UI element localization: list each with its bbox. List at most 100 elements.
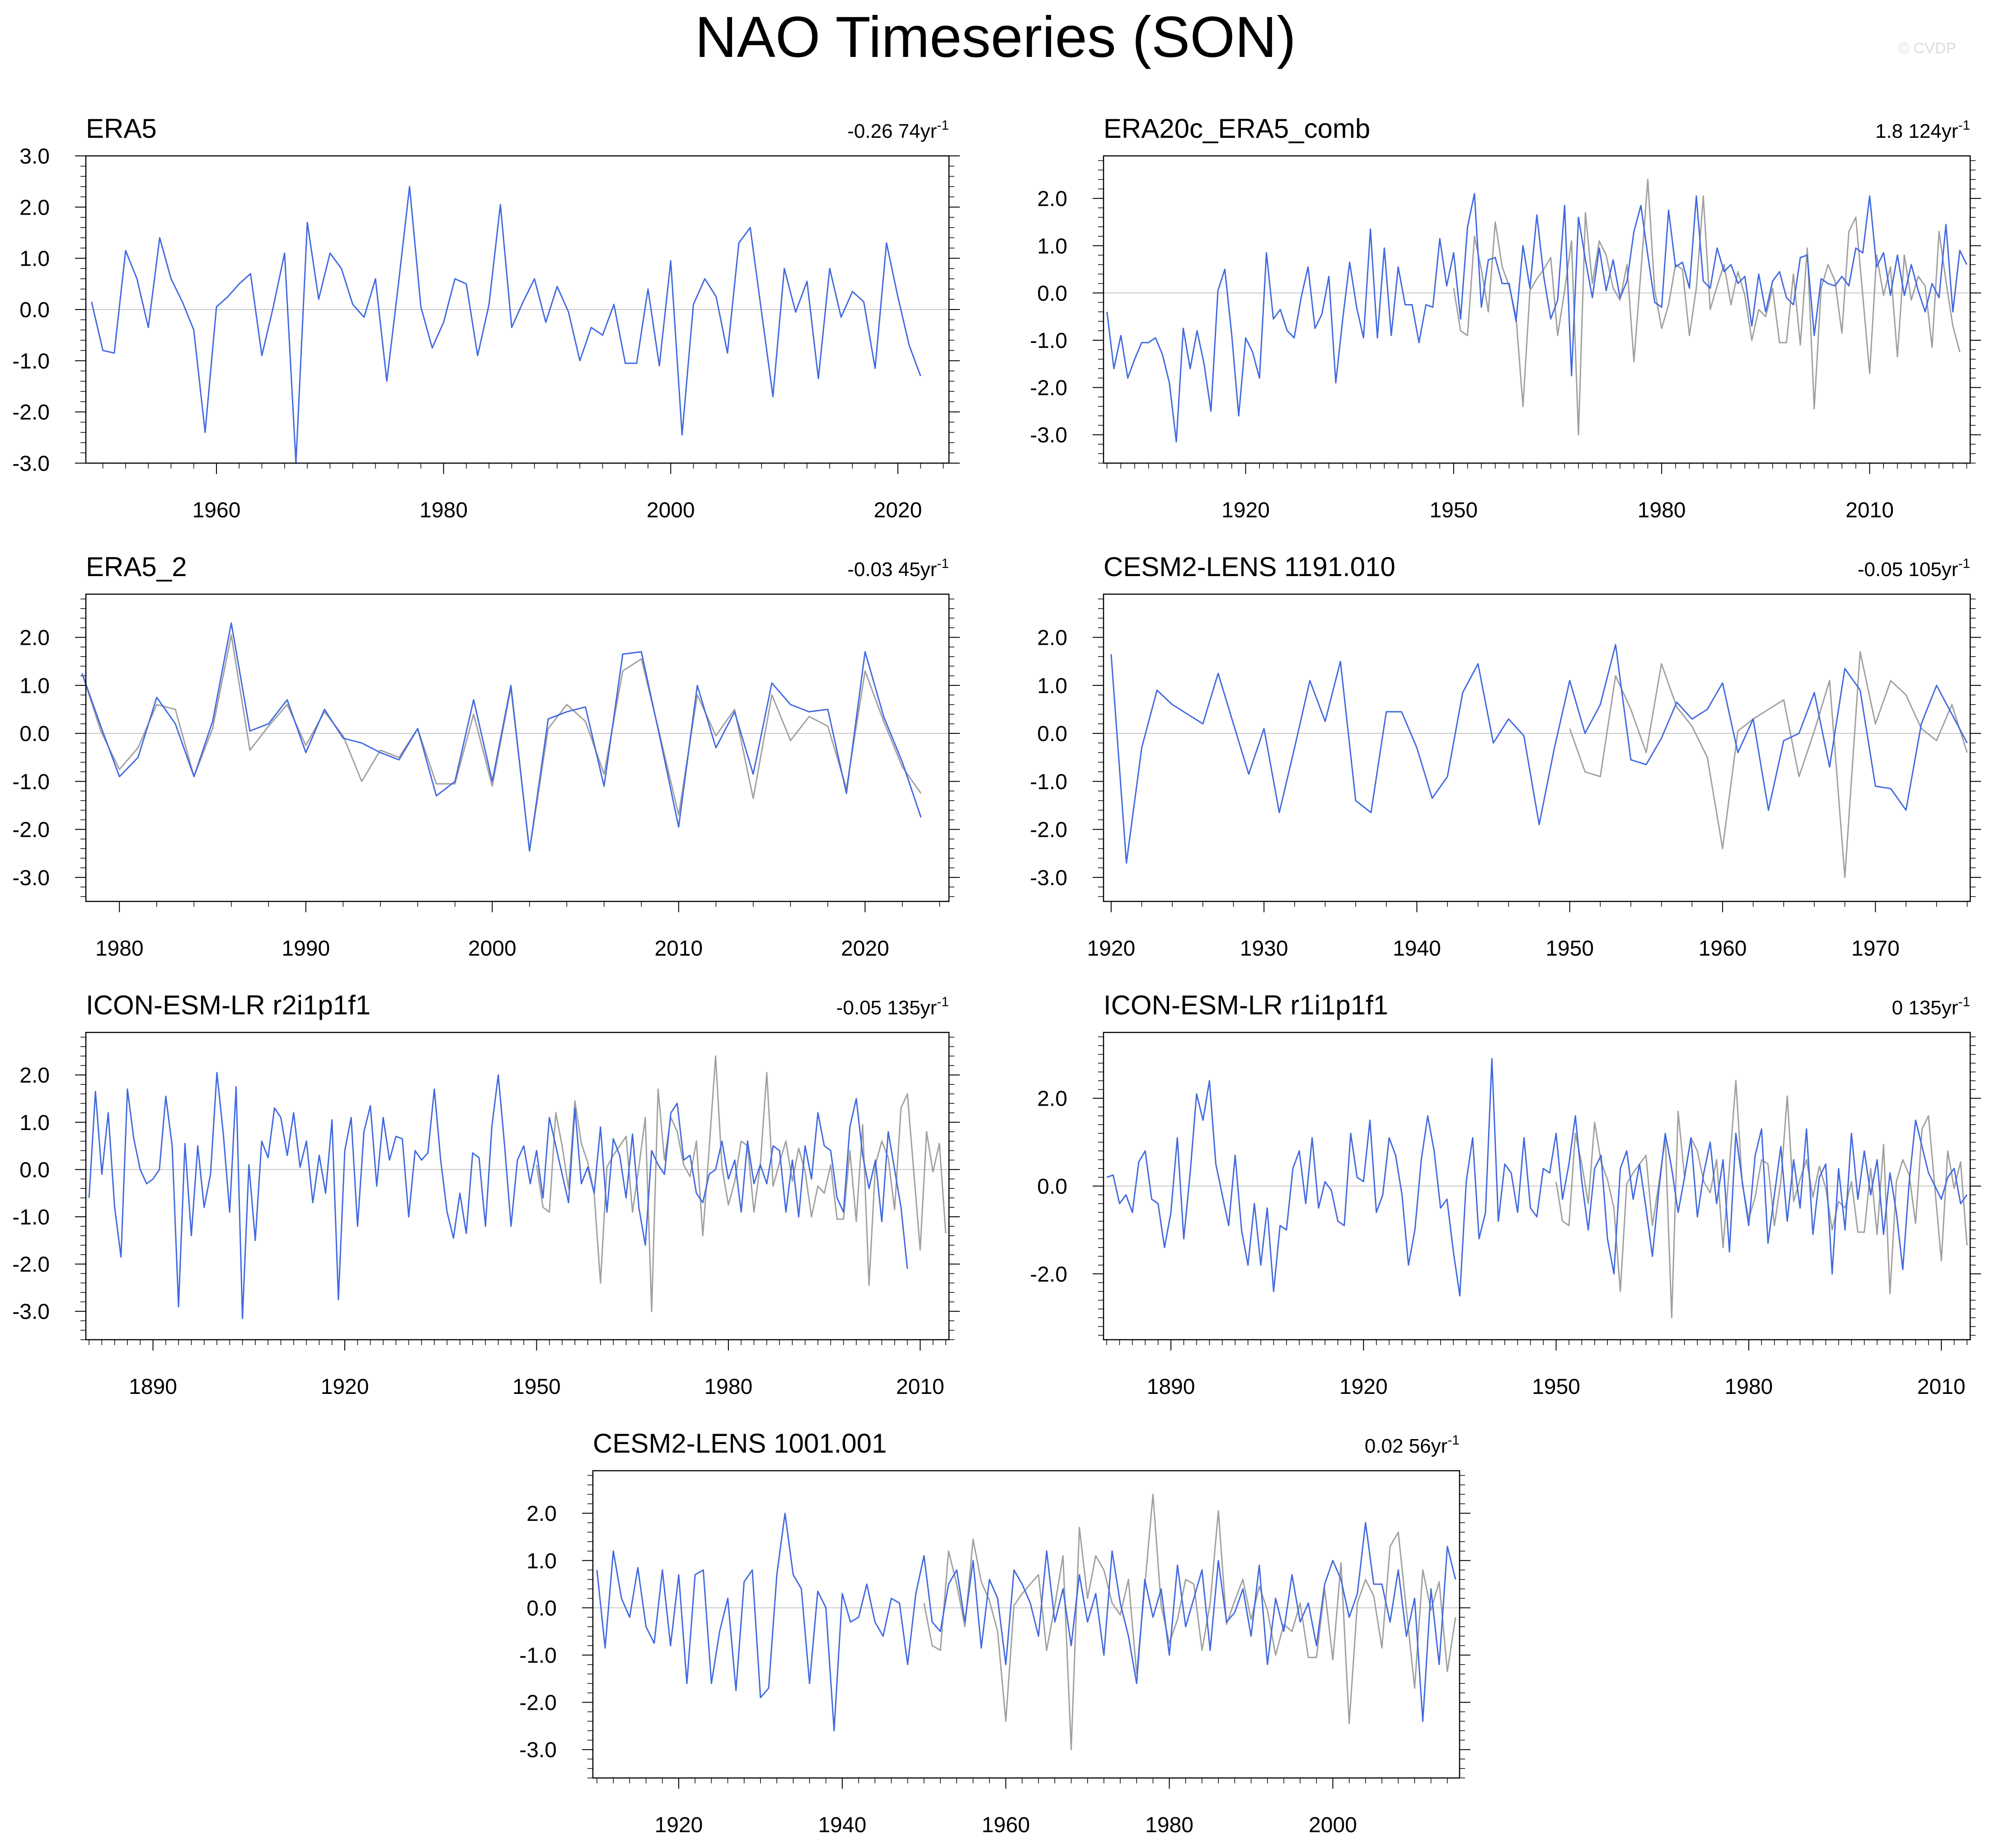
x-tick-label: 2000 (647, 498, 695, 522)
x-tick-label: 1980 (1145, 1813, 1193, 1837)
trend-label: 1.8 124yr-1 (1875, 118, 1970, 142)
y-tick-label: -2.0 (1030, 1262, 1067, 1286)
y-tick-label: -1.0 (12, 349, 50, 373)
plot-frame (1103, 593, 1971, 902)
y-tick-label: 1.0 (526, 1549, 557, 1573)
y-tick-label: 0.0 (1037, 1175, 1067, 1199)
x-tick-label: 2010 (1917, 1375, 1966, 1399)
chart-svg: CESM2-LENS 1191.010 -0.05 105yr-1 2.0 1.0 0.… (1030, 552, 1981, 961)
x-tick-label: 1930 (1240, 937, 1288, 961)
chart-svg: ERA5 -0.26 74yr-1 3.0 2.0 1.0 0.0 -1.0 -2.0 -3.0… (12, 113, 960, 522)
panel-title: ICON-ESM-LR r1i1p1f1 (1104, 990, 1388, 1020)
x-tick-label: 1980 (704, 1375, 752, 1399)
y-tick-label: -3.0 (1030, 423, 1067, 447)
y-tick-label: 0.0 (19, 722, 50, 746)
series-line-primary (1106, 1058, 1968, 1297)
series-line-primary (1110, 644, 1968, 864)
x-tick-label: 1960 (193, 498, 241, 522)
y-tick-label: 2.0 (19, 1064, 50, 1088)
x-tick-label: 1960 (981, 1813, 1030, 1837)
x-tick-label: 1920 (1221, 498, 1270, 522)
y-tick-label: 0.0 (1037, 281, 1067, 305)
series-line-primary (88, 1072, 908, 1319)
y-tick-label: -1.0 (1030, 329, 1067, 353)
panel-title: CESM2-LENS 1191.010 (1104, 552, 1395, 582)
series-line-secondary (81, 634, 922, 852)
series-line-secondary (1569, 651, 1968, 878)
y-tick-label: -2.0 (1030, 376, 1067, 400)
plot-frame (1103, 1032, 1971, 1341)
y-tick-label: -3.0 (12, 866, 50, 890)
y-tick-label: 1.0 (19, 674, 50, 698)
plot-frame (1103, 155, 1971, 464)
y-tick-label: 2.0 (1037, 1087, 1067, 1111)
panel-title: ERA5_2 (86, 552, 187, 582)
trend-label: -0.05 135yr-1 (836, 994, 949, 1019)
y-tick-label: -1.0 (519, 1644, 557, 1668)
y-tick-label: 0.0 (526, 1596, 557, 1620)
y-tick-label: 1.0 (19, 1111, 50, 1135)
x-tick-label: 1950 (1545, 937, 1594, 961)
panel-cesm2-lens-1001: CESM2-LENS 1001.001 0.02 56yr-1 2.0 1.0 0.0 -… (502, 1414, 1505, 1839)
chart-svg: ERA5_2 -0.03 45yr-1 2.0 1.0 0.0 -1.0 -2.0 -3.0 1… (12, 552, 960, 961)
watermark: © CVDP (1898, 40, 1956, 57)
y-tick-label: 1.0 (19, 247, 50, 271)
y-tick-label: 2.0 (19, 626, 50, 650)
x-tick-label: 1890 (1147, 1375, 1195, 1399)
panel-era5-2: ERA5_2 -0.03 45yr-1 2.0 1.0 0.0 -1.0 -2.0 -3.0 1… (0, 538, 994, 962)
y-tick-label: -3.0 (519, 1738, 557, 1762)
panel-title: ERA20c_ERA5_comb (1104, 113, 1370, 144)
x-tick-label: 1960 (1699, 937, 1747, 961)
y-tick-label: 2.0 (1037, 626, 1067, 650)
x-tick-label: 1940 (818, 1813, 866, 1837)
chart-svg: CESM2-LENS 1001.001 0.02 56yr-1 2.0 1.0 0.0 -… (519, 1428, 1470, 1837)
x-tick-label: 1950 (1429, 498, 1478, 522)
y-tick-label: 2.0 (1037, 187, 1067, 211)
y-tick-label: -3.0 (1030, 866, 1067, 890)
y-tick-label: -2.0 (12, 401, 50, 425)
x-tick-label: 1970 (1851, 937, 1900, 961)
y-tick-label: -1.0 (12, 1205, 50, 1229)
plot-frame (592, 1470, 1460, 1779)
x-tick-label: 1920 (1087, 937, 1136, 961)
chart-svg: ICON-ESM-LR r2i1p1f1 -0.05 135yr-1 2.0 1.0 0… (12, 990, 960, 1399)
y-tick-label: 2.0 (526, 1502, 557, 1526)
x-tick-label: 1950 (512, 1375, 561, 1399)
x-tick-label: 2020 (874, 498, 922, 522)
series-line-primary (81, 622, 922, 852)
y-tick-label: 0.0 (19, 298, 50, 322)
trend-label: 0.02 56yr-1 (1365, 1433, 1460, 1457)
plot-frame (85, 1032, 950, 1341)
x-tick-label: 1890 (129, 1375, 177, 1399)
x-tick-label: 1980 (1724, 1375, 1773, 1399)
x-tick-label: 2000 (1309, 1813, 1357, 1837)
y-tick-label: -2.0 (519, 1691, 557, 1715)
main-title: NAO Timeseries (SON) (695, 5, 1296, 70)
x-tick-label: 1980 (95, 937, 144, 961)
series-line-secondary (1453, 178, 1961, 436)
x-tick-label: 2020 (841, 937, 889, 961)
panel-title: ERA5 (86, 113, 157, 144)
x-tick-label: 1950 (1532, 1375, 1580, 1399)
panel-era5: ERA5 -0.26 74yr-1 3.0 2.0 1.0 0.0 -1.0 -2.0 -3.0… (0, 99, 994, 524)
y-tick-label: 3.0 (19, 145, 50, 169)
y-tick-label: -2.0 (1030, 818, 1067, 842)
x-tick-label: 1980 (1638, 498, 1686, 522)
trend-label: -0.03 45yr-1 (847, 556, 949, 581)
panel-icon-r1i1p1f1: ICON-ESM-LR r1i1p1f1 0 135yr-1 2.0 0.0 -2.0 1… (1008, 976, 1991, 1401)
x-tick-label: 1920 (655, 1813, 703, 1837)
y-tick-label: -3.0 (12, 1300, 50, 1324)
x-tick-label: 2000 (468, 937, 517, 961)
panel-title: CESM2-LENS 1001.001 (593, 1428, 887, 1459)
panel-title: ICON-ESM-LR r2i1p1f1 (86, 990, 371, 1020)
series-line-secondary (535, 1055, 947, 1312)
trend-label: -0.26 74yr-1 (847, 118, 949, 142)
y-tick-label: 2.0 (19, 196, 50, 220)
x-tick-label: 2010 (896, 1375, 944, 1399)
chart-svg: ERA20c_ERA5_comb 1.8 124yr-1 2.0 1.0 0.0 -1.0… (1030, 113, 1981, 522)
y-tick-label: 1.0 (1037, 235, 1067, 258)
panel-era20c-era5-comb: ERA20c_ERA5_comb 1.8 124yr-1 2.0 1.0 0.0 -1.0… (1008, 99, 1991, 524)
trend-label: -0.05 105yr-1 (1858, 556, 1970, 581)
x-tick-label: 1920 (321, 1375, 369, 1399)
y-tick-label: -1.0 (1030, 770, 1067, 794)
